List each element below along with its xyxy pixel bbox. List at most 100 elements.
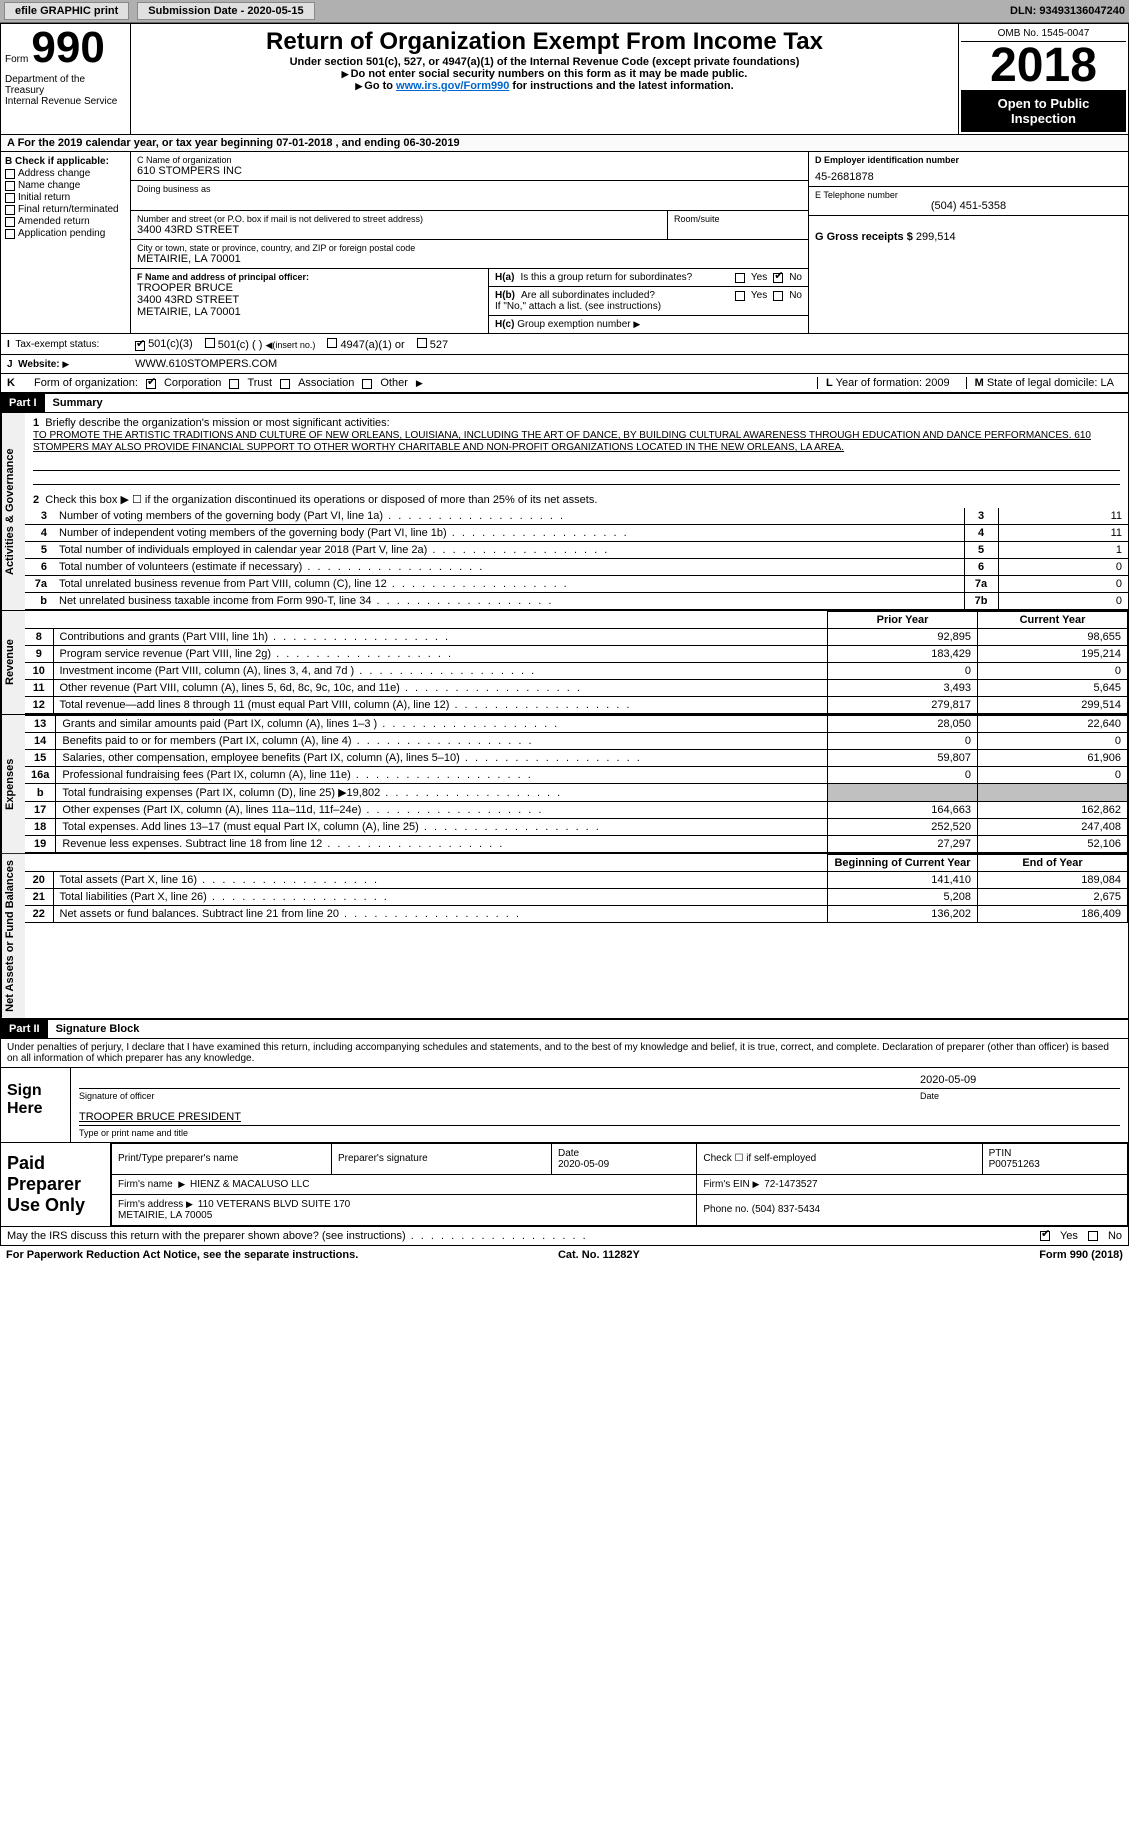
org-info: C Name of organization 610 STOMPERS INC … xyxy=(131,152,808,333)
chk-amended-return[interactable] xyxy=(5,217,15,227)
current-year-value: 52,106 xyxy=(978,836,1128,853)
form-number: 990 xyxy=(31,23,104,72)
state-domicile: State of legal domicile: LA xyxy=(987,377,1114,389)
line-value: 11 xyxy=(998,525,1128,542)
table-row: 8 Contributions and grants (Part VIII, l… xyxy=(25,629,1128,646)
part2-title: Signature Block xyxy=(48,1020,148,1038)
chk-corporation[interactable] xyxy=(146,379,156,389)
table-row: 9 Program service revenue (Part VIII, li… xyxy=(25,646,1128,663)
chk-final-return[interactable] xyxy=(5,205,15,215)
blank-line-1 xyxy=(33,457,1120,471)
chk-association[interactable] xyxy=(280,379,290,389)
chk-address-change[interactable] xyxy=(5,169,15,179)
hb-no[interactable] xyxy=(773,291,783,301)
phone-label: E Telephone number xyxy=(815,190,1122,200)
city-value: METAIRIE, LA 70001 xyxy=(137,253,802,265)
line-desc: Net assets or fund balances. Subtract li… xyxy=(53,906,828,923)
table-row: 17 Other expenses (Part IX, column (A), … xyxy=(25,802,1128,819)
form-header: Form 990 Department of the TreasuryInter… xyxy=(0,23,1129,135)
ein-label: D Employer identification number xyxy=(815,155,1122,165)
irs-link[interactable]: www.irs.gov/Form990 xyxy=(396,80,509,92)
hb-text: Are all subordinates included? xyxy=(521,290,729,301)
table-row: 14 Benefits paid to or for members (Part… xyxy=(25,733,1128,750)
cat-no: Cat. No. 11282Y xyxy=(558,1249,640,1261)
hb-note: If "No," attach a list. (see instruction… xyxy=(495,301,802,312)
line-num: 21 xyxy=(25,889,53,906)
hb-yes[interactable] xyxy=(735,291,745,301)
row-j-text: Website: xyxy=(18,359,60,370)
line-desc: Total number of volunteers (estimate if … xyxy=(53,559,964,576)
prior-year-value: 59,807 xyxy=(828,750,978,767)
chk-other[interactable] xyxy=(362,379,372,389)
line-value: 0 xyxy=(998,559,1128,576)
prior-year-value: 164,663 xyxy=(828,802,978,819)
chk-501c[interactable] xyxy=(205,338,215,348)
table-row: 7a Total unrelated business revenue from… xyxy=(25,576,1128,593)
form-subtitle: Under section 501(c), 527, or 4947(a)(1)… xyxy=(139,56,950,68)
dba-label: Doing business as xyxy=(137,184,802,194)
line-desc: Professional fundraising fees (Part IX, … xyxy=(56,767,828,784)
chk-name-change[interactable] xyxy=(5,181,15,191)
submission-date-button[interactable]: Submission Date - 2020-05-15 xyxy=(137,2,314,20)
instr-ssn: Do not enter social security numbers on … xyxy=(139,68,950,80)
phone-value: (504) 451-5358 xyxy=(815,200,1122,212)
row-k-label: K xyxy=(7,377,15,389)
website-row: J Website: WWW.610STOMPERS.COM xyxy=(0,355,1129,374)
line-desc: Program service revenue (Part VIII, line… xyxy=(53,646,828,663)
chk-app-pending[interactable] xyxy=(5,229,15,239)
dept-treasury: Department of the TreasuryInternal Reven… xyxy=(5,74,126,107)
current-year-value: 0 xyxy=(978,767,1128,784)
officer-name: TROOPER BRUCE xyxy=(137,282,482,294)
line-num: b xyxy=(25,784,56,802)
line-value: 1 xyxy=(998,542,1128,559)
tax-year: 2018 xyxy=(961,42,1126,90)
table-row: 4 Number of independent voting members o… xyxy=(25,525,1128,542)
current-year-value: 98,655 xyxy=(978,629,1128,646)
street-box: Number and street (or P.O. box if mail i… xyxy=(131,211,668,239)
ha-yes[interactable] xyxy=(735,273,745,283)
line-desc: Other revenue (Part VIII, column (A), li… xyxy=(53,680,828,697)
discuss-no[interactable] xyxy=(1088,1231,1098,1241)
name-title-caption: Type or print name and title xyxy=(79,1128,1120,1138)
discuss-yes[interactable] xyxy=(1040,1231,1050,1241)
line-desc: Contributions and grants (Part VIII, lin… xyxy=(53,629,828,646)
part1-header-row: Part I Summary xyxy=(0,393,1129,413)
table-row: 11 Other revenue (Part VIII, column (A),… xyxy=(25,680,1128,697)
year-cell: OMB No. 1545-0047 2018 Open to Public In… xyxy=(958,24,1128,134)
hc-label: H(c) xyxy=(495,319,514,330)
hb-row: H(b) Are all subordinates included? Yes … xyxy=(489,287,808,316)
ha-label: H(a) xyxy=(495,272,514,283)
part1-header: Part I xyxy=(1,394,45,412)
check-if-applicable: B Check if applicable: Address change Na… xyxy=(1,152,131,333)
city-label: City or town, state or province, country… xyxy=(137,243,802,253)
form-word: Form xyxy=(5,54,28,65)
line-num: 13 xyxy=(25,716,56,733)
org-name-value: 610 STOMPERS INC xyxy=(137,165,802,177)
form-id: Form 990 Department of the TreasuryInter… xyxy=(1,24,131,134)
line-value: 0 xyxy=(998,576,1128,593)
current-year-value xyxy=(978,784,1128,802)
gross-receipts-label: G Gross receipts $ xyxy=(815,231,913,243)
paperwork-notice: For Paperwork Reduction Act Notice, see … xyxy=(6,1249,358,1261)
ha-no[interactable] xyxy=(773,273,783,283)
firm-ein-cell: Firm's EIN 72-1473527 xyxy=(697,1175,1128,1194)
open-to-public: Open to Public Inspection xyxy=(961,90,1126,132)
prior-year-value: 0 xyxy=(828,733,978,750)
efile-print-button[interactable]: efile GRAPHIC print xyxy=(4,2,129,20)
chk-trust[interactable] xyxy=(229,379,239,389)
row-l-label: L xyxy=(826,377,833,389)
vlabel-revenue: Revenue xyxy=(1,611,25,714)
pt-date: Date2020-05-09 xyxy=(552,1143,697,1174)
line-num: 15 xyxy=(25,750,56,767)
chk-527[interactable] xyxy=(417,338,427,348)
chk-4947[interactable] xyxy=(327,338,337,348)
perjury-text: Under penalties of perjury, I declare th… xyxy=(0,1039,1129,1068)
name-title-value: TROOPER BRUCE PRESIDENT xyxy=(79,1111,241,1123)
table-row: 21 Total liabilities (Part X, line 26) 5… xyxy=(25,889,1128,906)
chk-501c3[interactable] xyxy=(135,341,145,351)
pt-sig-label: Preparer's signature xyxy=(332,1143,552,1174)
part2-header-row: Part II Signature Block xyxy=(0,1019,1129,1039)
ein-box: D Employer identification number 45-2681… xyxy=(809,152,1128,187)
chk-initial-return[interactable] xyxy=(5,193,15,203)
firm-phone-cell: Phone no. (504) 837-5434 xyxy=(697,1194,1128,1225)
